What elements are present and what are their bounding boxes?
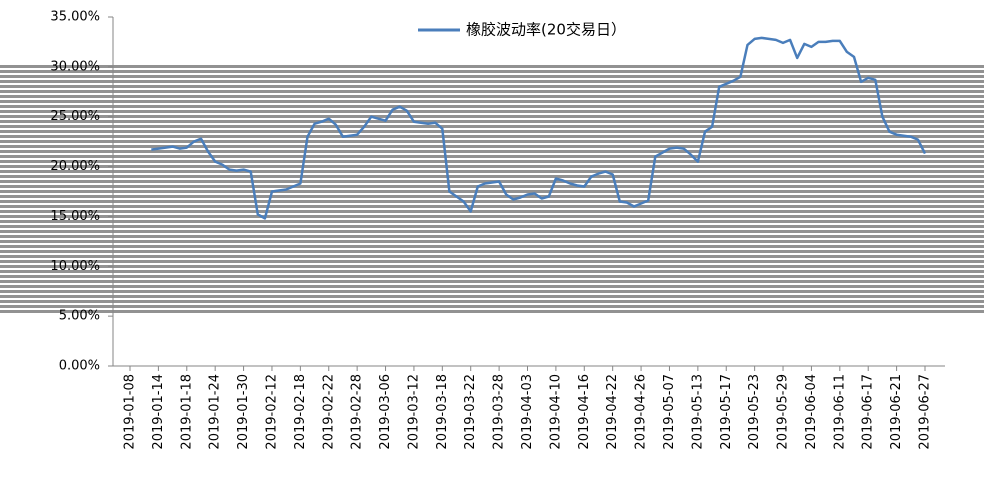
x-tick-label: 2019-01-30 <box>236 374 251 450</box>
x-tick-label: 2019-02-18 <box>293 374 308 450</box>
x-tick-label: 2019-05-17 <box>719 374 734 450</box>
x-tick-label: 2019-06-17 <box>861 374 876 450</box>
y-tick-label: 10.00% <box>50 259 100 274</box>
x-tick-label: 2019-01-18 <box>179 374 194 450</box>
y-tick-label: 20.00% <box>50 159 100 174</box>
background-stripes <box>0 65 984 315</box>
y-tick-label: 35.00% <box>50 10 100 25</box>
x-tick-label: 2019-05-07 <box>662 374 677 450</box>
x-tick-label: 2019-01-14 <box>151 374 166 450</box>
y-tick-label: 0.00% <box>59 359 100 374</box>
x-tick-label: 2019-04-16 <box>577 374 592 450</box>
x-tick-label: 2019-05-29 <box>776 374 791 450</box>
x-tick-label: 2019-06-11 <box>832 374 847 450</box>
x-tick-label: 2019-06-21 <box>889 374 904 450</box>
y-tick-label: 25.00% <box>50 109 100 124</box>
y-tick-label: 30.00% <box>50 59 100 74</box>
x-tick-label: 2019-02-12 <box>264 374 279 450</box>
x-tick-label: 2019-06-27 <box>918 374 933 450</box>
x-tick-label: 2019-02-22 <box>321 374 336 450</box>
x-tick-label: 2019-02-28 <box>350 374 365 450</box>
x-tick-label: 2019-03-12 <box>406 374 421 450</box>
x-tick-label: 2019-05-23 <box>747 374 762 450</box>
x-tick-label: 2019-04-10 <box>548 374 563 450</box>
x-tick-label: 2019-03-22 <box>463 374 478 450</box>
y-tick-label: 5.00% <box>59 309 100 324</box>
series-line <box>151 36 927 220</box>
x-tick-label: 2019-03-06 <box>378 374 393 450</box>
x-tick-label: 2019-06-04 <box>804 374 819 450</box>
x-tick-label: 2019-01-08 <box>123 374 138 450</box>
x-tick-label: 2019-04-22 <box>605 374 620 450</box>
x-tick-label: 2019-04-26 <box>634 374 649 450</box>
x-tick-label: 2019-03-18 <box>435 374 450 450</box>
legend-label: 橡胶波动率(20交易日） <box>466 21 626 39</box>
x-tick-label: 2019-04-03 <box>520 374 535 450</box>
x-tick-label: 2019-01-24 <box>208 374 223 450</box>
x-tick-label: 2019-03-28 <box>492 374 507 450</box>
y-tick-label: 15.00% <box>50 209 100 224</box>
x-tick-label: 2019-05-13 <box>690 374 705 450</box>
